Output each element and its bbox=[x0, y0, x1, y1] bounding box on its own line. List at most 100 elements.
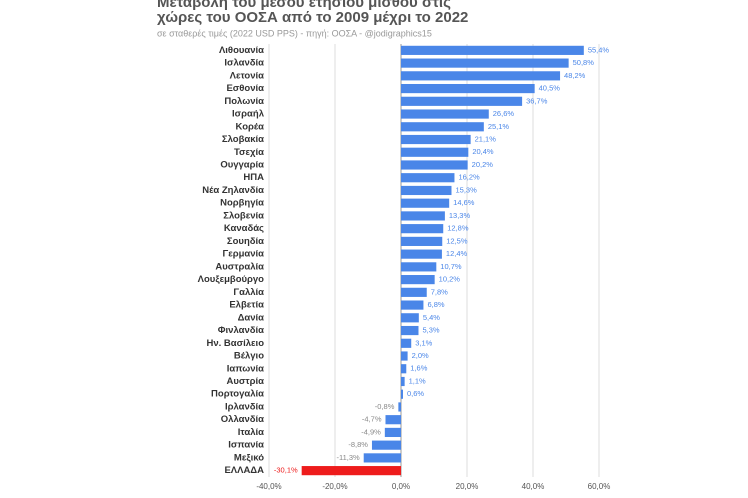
y-tick-label: Πολωνία bbox=[224, 96, 264, 107]
bar bbox=[401, 83, 535, 94]
y-tick-label: Πορτογαλία bbox=[211, 389, 264, 400]
bar bbox=[401, 198, 450, 208]
bar bbox=[401, 275, 435, 285]
bar bbox=[401, 364, 407, 374]
bar bbox=[401, 173, 455, 183]
value-label: 26,6% bbox=[493, 109, 515, 118]
bar bbox=[401, 313, 419, 323]
bar bbox=[401, 109, 489, 119]
y-tick-label: Φινλανδία bbox=[218, 325, 264, 336]
y-tick-label: Δανία bbox=[238, 312, 265, 323]
y-tick-label: Γαλλία bbox=[233, 287, 264, 298]
y-tick-label: Τσεχία bbox=[234, 147, 264, 158]
bar bbox=[401, 211, 445, 221]
value-label: 40,5% bbox=[539, 84, 561, 93]
x-tick-label: 60,0% bbox=[588, 482, 611, 491]
value-label: 12,5% bbox=[446, 236, 468, 245]
y-tick-label: Καναδάς bbox=[224, 223, 264, 234]
y-tick-label: Ισπανία bbox=[228, 440, 264, 451]
value-label: 16,2% bbox=[458, 173, 480, 182]
x-tick-label: -20,0% bbox=[322, 482, 347, 491]
y-tick-label: Ισλανδία bbox=[224, 58, 264, 69]
y-tick-label: Λιθουανία bbox=[219, 45, 264, 56]
bar bbox=[401, 376, 405, 387]
bar bbox=[401, 236, 443, 246]
value-label: 25,1% bbox=[488, 122, 510, 131]
y-tick-label: Ην. Βασίλειο bbox=[207, 338, 265, 349]
value-label: 50,8% bbox=[573, 58, 595, 67]
value-label: 2,0% bbox=[412, 351, 429, 360]
y-tick-label: Ελβετία bbox=[229, 300, 264, 311]
value-label: 13,3% bbox=[449, 211, 471, 220]
y-tick-label: Σλοβακία bbox=[222, 134, 264, 145]
bar bbox=[371, 440, 401, 450]
y-tick-label: Ιαπωνία bbox=[227, 363, 264, 374]
bar bbox=[384, 427, 401, 438]
value-label: 15,3% bbox=[455, 185, 477, 194]
value-label: 20,2% bbox=[472, 160, 494, 169]
bar bbox=[401, 262, 437, 272]
bar bbox=[385, 415, 401, 425]
bar bbox=[401, 325, 419, 336]
bar bbox=[401, 160, 468, 170]
y-tick-label: ΗΠΑ bbox=[243, 172, 264, 183]
bar bbox=[401, 300, 424, 310]
bar bbox=[401, 389, 403, 399]
bar bbox=[401, 71, 561, 81]
value-label: 12,4% bbox=[446, 249, 468, 258]
bar bbox=[401, 351, 408, 361]
value-label: 6,8% bbox=[427, 300, 444, 309]
value-label: -4,7% bbox=[362, 415, 382, 424]
bar bbox=[401, 338, 412, 348]
y-tick-label: Ουγγαρία bbox=[220, 160, 264, 171]
x-tick-label: 40,0% bbox=[522, 482, 545, 491]
value-label: 20,4% bbox=[472, 147, 494, 156]
bar bbox=[401, 58, 569, 68]
y-tick-label: Ισραήλ bbox=[232, 109, 265, 120]
value-label: -11,3% bbox=[336, 453, 360, 462]
y-tick-label: Λετονία bbox=[230, 70, 265, 81]
bar bbox=[401, 96, 523, 106]
y-tick-label: Εσθονία bbox=[226, 83, 264, 94]
y-tick-label: Γερμανία bbox=[222, 249, 264, 260]
bar bbox=[401, 249, 442, 259]
value-label: 36,7% bbox=[526, 96, 548, 105]
value-label: 10,2% bbox=[439, 275, 461, 284]
x-tick-label: -40,0% bbox=[256, 482, 281, 491]
value-label: 21,1% bbox=[475, 134, 497, 143]
chart-title: χώρες του ΟΟΣΑ από το 2009 μέχρι το 2022 bbox=[157, 9, 468, 26]
bar bbox=[398, 402, 401, 412]
value-label: 0,6% bbox=[407, 389, 424, 398]
value-label: 7,8% bbox=[431, 287, 448, 296]
y-tick-label: ΕΛΛΑΔΑ bbox=[224, 465, 264, 476]
value-label: -4,9% bbox=[361, 427, 381, 436]
y-tick-label: Βέλγιο bbox=[234, 351, 264, 362]
value-label: 3,1% bbox=[415, 338, 432, 347]
value-label: 12,8% bbox=[447, 224, 469, 233]
bar bbox=[401, 185, 452, 196]
y-tick-label: Νορβηγία bbox=[220, 198, 264, 209]
value-label: 1,6% bbox=[410, 364, 427, 373]
y-tick-label: Νέα Ζηλανδία bbox=[202, 185, 264, 196]
value-label: -8,8% bbox=[348, 440, 368, 449]
y-tick-label: Ιταλία bbox=[238, 427, 264, 438]
value-label: 1,1% bbox=[409, 376, 426, 385]
chart-subtitle: σε σταθερές τιμές (2022 USD PPS) - πηγή:… bbox=[157, 28, 432, 38]
value-label: 5,4% bbox=[423, 313, 440, 322]
y-tick-label: Κορέα bbox=[236, 121, 265, 132]
value-label: 5,3% bbox=[422, 326, 439, 335]
bar bbox=[301, 466, 401, 476]
bar bbox=[401, 287, 427, 297]
value-label: 10,7% bbox=[440, 262, 462, 271]
chart-title: Μεταβολή του μέσου ετήσιου μισθού στις bbox=[157, 0, 451, 11]
y-tick-label: Ολλανδία bbox=[221, 414, 264, 425]
value-label: 48,2% bbox=[564, 71, 586, 80]
bar bbox=[401, 224, 444, 234]
x-tick-label: 0,0% bbox=[392, 482, 410, 491]
value-label: -30,1% bbox=[274, 466, 298, 475]
bar bbox=[401, 122, 484, 132]
y-tick-label: Αυστραλία bbox=[215, 261, 264, 272]
value-label: 55,4% bbox=[588, 45, 610, 54]
y-tick-label: Μεξικό bbox=[234, 452, 264, 463]
